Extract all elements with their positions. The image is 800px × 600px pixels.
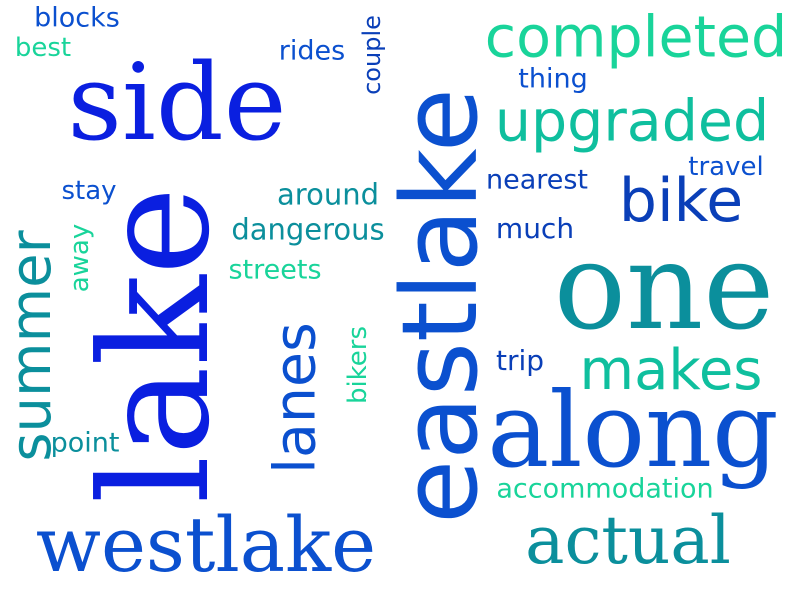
word-point: point	[50, 427, 120, 459]
word-upgraded: upgraded	[494, 88, 770, 155]
word-rides: rides	[278, 35, 346, 67]
word-much: much	[495, 212, 575, 245]
word-makes: makes	[579, 338, 763, 403]
word-side: side	[67, 41, 287, 164]
word-trip: trip	[495, 344, 545, 377]
word-one: one	[553, 218, 775, 357]
word-dangerous: dangerous	[231, 212, 385, 247]
word-travel: travel	[688, 152, 764, 182]
word-best: best	[14, 33, 72, 63]
word-couple: couple	[358, 15, 386, 95]
word-westlake: westlake	[35, 500, 377, 589]
word-accommodation: accommodation	[496, 473, 714, 505]
word-thing: thing	[518, 63, 588, 95]
word-bike: bike	[618, 166, 744, 236]
word-around: around	[277, 177, 379, 212]
word-eastlake: eastlake	[379, 88, 501, 524]
word-completed: completed	[484, 4, 788, 71]
word-actual: actual	[525, 502, 731, 579]
word-nearest: nearest	[485, 164, 589, 196]
word-streets: streets	[228, 254, 322, 286]
word-blocks: blocks	[34, 2, 120, 34]
word-along: along	[487, 369, 779, 491]
word-stay: stay	[61, 176, 117, 206]
word-bikers: bikers	[343, 325, 373, 405]
word-lanes: lanes	[262, 322, 329, 474]
